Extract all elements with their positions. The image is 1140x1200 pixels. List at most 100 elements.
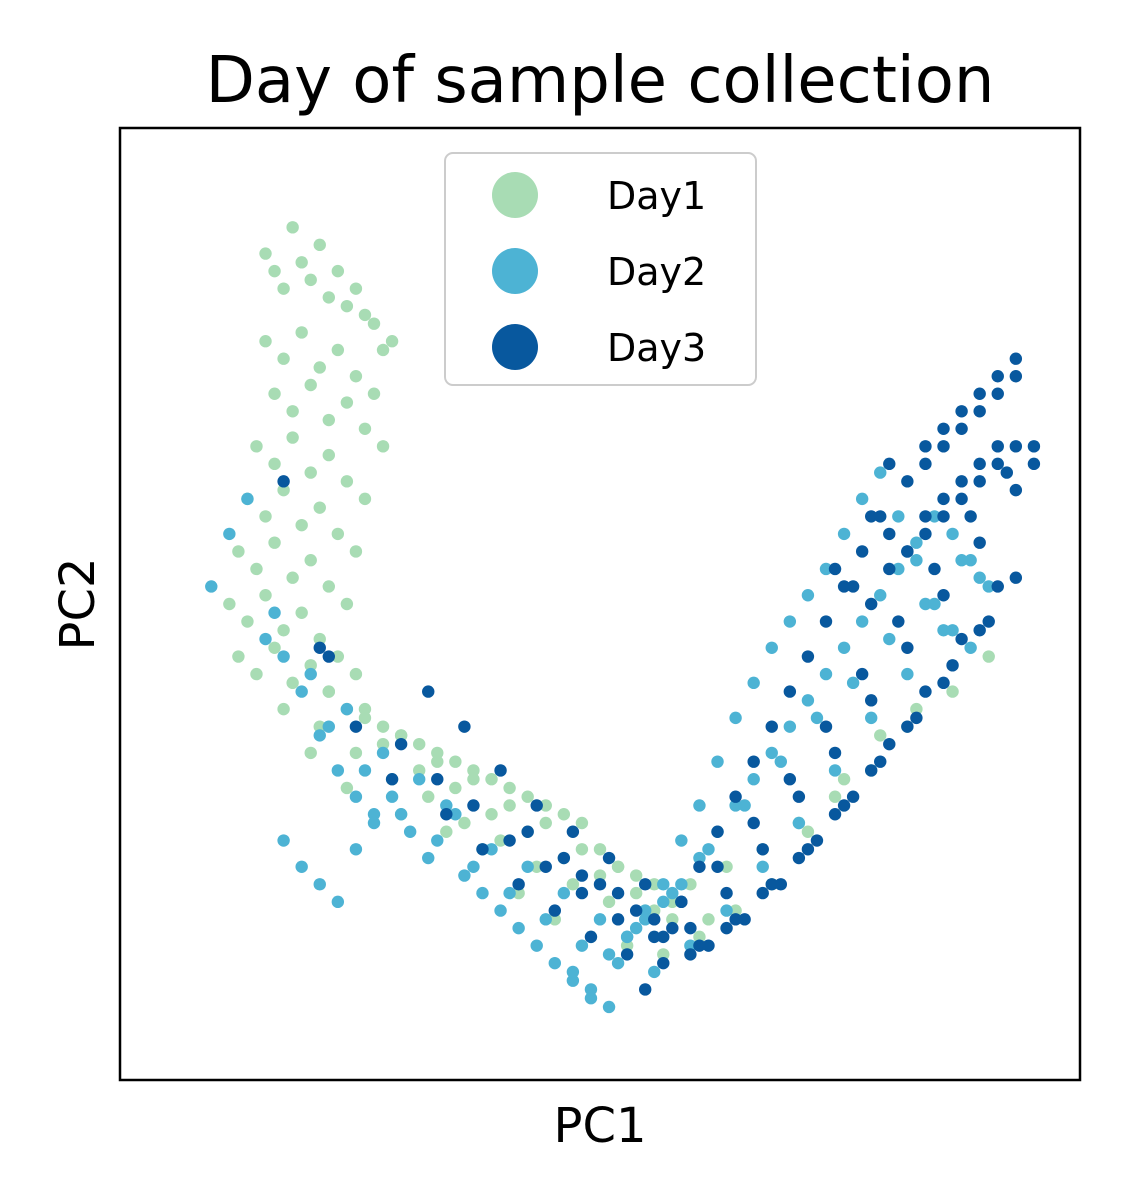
point-Day3-26 xyxy=(611,913,625,926)
point-Day2-67 xyxy=(883,632,896,646)
point-Day2-10 xyxy=(277,834,290,847)
point-Day1-18 xyxy=(313,361,326,374)
point-Day2-52 xyxy=(340,702,354,716)
point-Day3-115 xyxy=(991,457,1004,471)
point-Day2-73 xyxy=(431,834,444,847)
point-Day3-70 xyxy=(575,869,589,882)
point-Day1-100 xyxy=(530,860,543,873)
point-Day3-130 xyxy=(855,545,869,558)
point-Day3-89 xyxy=(1027,440,1041,453)
point-Day3-74 xyxy=(720,886,733,900)
plot-frame xyxy=(118,126,1082,1082)
point-Day1-76 xyxy=(557,808,571,821)
point-Day1-41 xyxy=(331,527,345,541)
point-Day1-58 xyxy=(232,650,245,663)
point-Day2-62 xyxy=(702,843,715,856)
point-Day1-114 xyxy=(485,808,498,821)
point-Day2-30 xyxy=(639,913,652,926)
point-Day3-106 xyxy=(828,562,842,576)
point-Day3-116 xyxy=(1009,440,1023,453)
point-Day2-70 xyxy=(322,720,335,733)
point-Day2-38 xyxy=(783,720,797,733)
point-Day1-43 xyxy=(232,545,245,558)
point-Day1-66 xyxy=(376,720,390,733)
point-Day1-69 xyxy=(431,746,444,760)
point-Day1-81 xyxy=(648,904,661,917)
point-Day1-111 xyxy=(376,737,390,751)
point-Day3-10 xyxy=(657,956,670,970)
point-Day1-14 xyxy=(385,335,399,348)
point-Day3-110 xyxy=(901,545,914,558)
point-Day3-68 xyxy=(964,510,977,523)
point-Day3-7 xyxy=(548,904,561,917)
point-Day1-45 xyxy=(268,536,281,549)
point-Day3-99 xyxy=(883,527,896,541)
point-Day3-78 xyxy=(865,694,878,707)
point-Day1-0 xyxy=(259,247,272,260)
point-Day3-118 xyxy=(639,983,652,996)
point-Day3-9 xyxy=(620,948,634,961)
point-Day1-71 xyxy=(467,764,480,777)
point-Day3-109 xyxy=(883,562,896,576)
point-Day2-102 xyxy=(801,589,815,602)
point-Day1-59 xyxy=(250,667,263,681)
point-Day1-53 xyxy=(277,624,290,637)
point-Day1-72 xyxy=(485,773,498,786)
point-Day1-12 xyxy=(367,317,381,330)
point-Day2-3 xyxy=(259,632,272,646)
point-Day2-98 xyxy=(729,711,742,725)
point-Day3-63 xyxy=(783,773,797,786)
point-Day1-117 xyxy=(593,869,607,882)
point-Day1-77 xyxy=(575,816,589,830)
point-Day3-87 xyxy=(991,370,1004,383)
point-Day1-105 xyxy=(720,860,733,873)
point-Day3-0 xyxy=(277,475,290,488)
point-Day2-87 xyxy=(937,624,950,637)
point-Day2-43 xyxy=(874,589,887,602)
point-Day2-91 xyxy=(602,1000,616,1014)
legend: Day1 Day2 Day3 xyxy=(444,152,757,386)
point-Day1-118 xyxy=(629,886,643,900)
point-Day3-5 xyxy=(476,843,489,856)
point-Day2-19 xyxy=(440,799,453,812)
series-Day3 xyxy=(277,352,1041,996)
point-Day2-26 xyxy=(566,974,580,987)
point-Day3-24 xyxy=(539,860,552,873)
point-Day2-90 xyxy=(584,983,598,996)
point-Day1-9 xyxy=(340,299,354,313)
point-Day3-44 xyxy=(738,913,751,926)
point-Day3-103 xyxy=(955,475,968,488)
point-Day3-11 xyxy=(693,939,706,952)
point-Day3-73 xyxy=(684,921,697,935)
point-Day3-107 xyxy=(846,580,860,593)
point-Day3-98 xyxy=(865,510,878,523)
point-Day1-19 xyxy=(331,343,345,357)
point-Day2-100 xyxy=(765,641,778,654)
point-Day1-90 xyxy=(575,843,589,856)
point-Day2-32 xyxy=(675,878,688,891)
point-Day2-88 xyxy=(973,571,986,584)
point-Day1-136 xyxy=(874,729,887,742)
point-Day3-58 xyxy=(602,851,616,865)
point-Day2-55 xyxy=(449,808,462,821)
point-Day3-101 xyxy=(919,510,932,523)
point-Day3-120 xyxy=(675,895,688,909)
point-Day2-57 xyxy=(521,860,534,873)
point-Day2-48 xyxy=(964,554,977,567)
point-Day3-16 xyxy=(874,755,887,768)
point-Day1-62 xyxy=(304,659,317,672)
point-Day2-60 xyxy=(629,921,643,935)
point-Day2-37 xyxy=(765,746,778,760)
point-Day1-134 xyxy=(801,825,815,838)
point-Day2-15 xyxy=(367,816,381,830)
point-Day2-104 xyxy=(837,527,851,541)
point-Day3-97 xyxy=(1009,370,1023,383)
point-Day3-104 xyxy=(973,457,986,471)
point-Day1-44 xyxy=(250,562,263,576)
point-Day2-12 xyxy=(313,878,326,891)
point-Day2-22 xyxy=(494,904,507,917)
point-Day1-130 xyxy=(657,948,670,961)
point-Day1-131 xyxy=(693,930,706,944)
point-Day2-31 xyxy=(657,895,670,909)
point-Day1-132 xyxy=(729,904,742,917)
